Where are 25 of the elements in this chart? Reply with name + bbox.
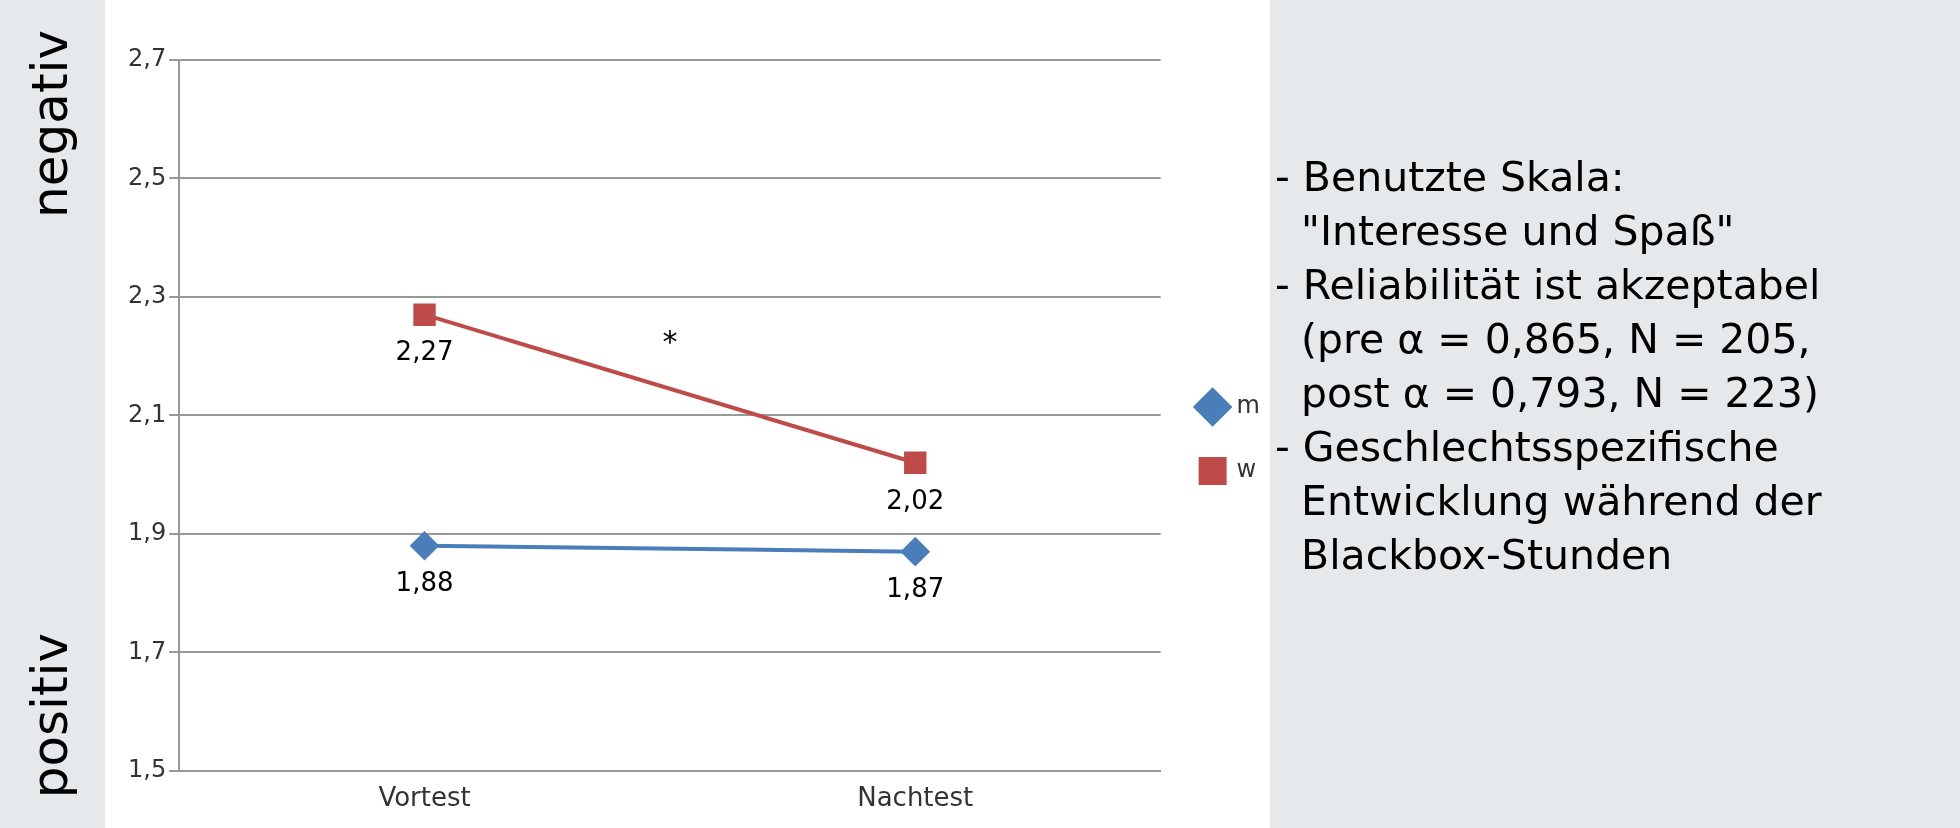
y-tick-label: 1,5	[128, 755, 167, 784]
data-label: 2,02	[886, 484, 945, 515]
y-tick-label: 2,5	[128, 162, 167, 191]
data-label: 1,88	[395, 567, 454, 598]
point	[901, 537, 930, 566]
y-tick-label: 1,9	[128, 518, 167, 547]
text: - Benutzte Skala: "Interesse und Spaß"	[1275, 152, 1736, 257]
y-tick-label: 1,7	[128, 636, 167, 665]
y-tick-label: 2,3	[128, 281, 167, 310]
x-tick-label: Nachtest	[857, 782, 974, 813]
data-label: 2,27	[395, 336, 454, 367]
text: - Geschlechtsspezifische Entwicklung während der Blackbox-Stunden	[1275, 422, 1823, 581]
y-tick-label: 2,1	[128, 399, 167, 428]
text: positiv	[21, 632, 79, 798]
text: - Reliabilität ist akzeptabel (pre α = 0,865, N = 205, post α = 0,793, N = 223)	[1275, 260, 1822, 419]
data-label: 1,87	[886, 573, 945, 604]
x-tick-label: Vortest	[378, 782, 471, 813]
y-tick-label: 2,7	[128, 44, 167, 73]
legend-label: m	[1236, 391, 1261, 420]
point	[413, 303, 436, 326]
point	[410, 531, 439, 560]
text: negativ	[21, 30, 79, 218]
point	[904, 451, 927, 474]
legend-label: w	[1236, 455, 1257, 484]
annotation: *	[662, 323, 678, 359]
